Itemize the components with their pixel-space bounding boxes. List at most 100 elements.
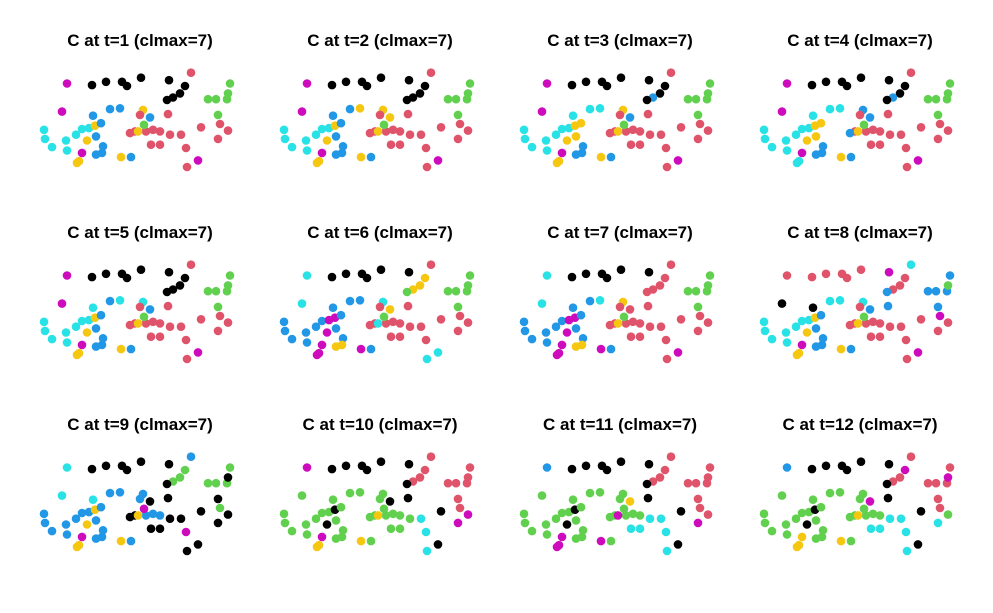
data-point [853,127,863,136]
data-point [381,511,391,520]
data-point [895,473,905,482]
data-point [88,495,98,505]
data-point [865,305,875,314]
data-point [317,532,327,542]
data-point [571,324,581,333]
data-point [148,509,158,519]
data-point [695,503,705,513]
data-point [808,495,818,505]
data-point [811,132,821,141]
data-point [336,118,346,128]
data-point [338,526,348,535]
data-point [186,452,196,462]
data-point [542,463,552,472]
data-point [916,123,926,132]
data-point [567,464,577,474]
data-point [883,301,893,311]
data-point [933,134,943,144]
data-point [571,534,581,543]
data-point [562,520,572,529]
data-point [943,510,953,519]
data-point [203,478,213,488]
data-point [859,312,869,322]
data-point [465,463,475,472]
panel-title: C at t=9 (clmax=7) [67,415,213,434]
data-point [402,95,412,105]
data-point [853,319,863,328]
data-point [62,271,72,280]
data-point [443,94,453,104]
data-point [105,488,115,498]
data-point [139,504,149,514]
data-point [691,286,701,296]
data-point [420,273,430,283]
data-point [868,125,878,135]
data-point [628,509,638,519]
data-point [180,273,190,283]
panel-t11: C at t=11 (clmax=7) [519,415,715,556]
data-point [792,350,802,360]
data-point [455,503,465,513]
data-point [312,542,322,552]
data-point [403,493,413,503]
data-point [322,136,332,145]
data-point [836,536,846,546]
data-point [885,514,895,523]
data-point [902,354,912,364]
data-point [519,509,529,519]
data-point [541,136,551,145]
data-point [302,338,312,347]
panel-t8: C at t=8 (clmax=7) [759,223,955,364]
data-point [116,152,126,162]
data-point [415,281,425,290]
data-point [896,130,906,139]
data-point [853,511,863,520]
data-point [71,130,81,139]
data-point [557,340,567,350]
data-point [403,109,413,119]
data-point [196,507,206,516]
data-point [821,269,831,279]
data-point [101,461,111,471]
data-point [280,134,290,144]
data-point [180,465,190,475]
data-point [656,322,666,332]
data-point [57,299,67,308]
data-point [317,124,327,134]
data-point [655,89,665,98]
data-point [365,320,375,330]
data-point [87,464,97,474]
data-point [842,465,852,475]
data-point [662,162,672,172]
data-point [519,317,529,327]
data-point [213,110,223,120]
panel-t7: C at t=7 (clmax=7) [519,223,715,364]
data-point [182,162,192,172]
data-point [386,140,396,149]
data-point [301,328,311,337]
data-point [760,134,770,144]
data-point [900,81,910,91]
data-point [635,140,645,149]
data-point [463,281,473,290]
data-point [96,502,106,512]
data-point [571,342,581,351]
data-point [443,286,453,296]
data-point [856,73,866,82]
data-point [595,296,605,305]
data-point [542,338,552,347]
data-point [165,130,175,139]
data-point [808,303,818,313]
data-point [356,344,366,354]
data-point [105,104,115,114]
data-point [77,148,87,158]
data-point [767,142,777,152]
data-point [162,95,172,105]
data-point [381,319,391,328]
data-point [365,512,375,522]
data-point [135,302,145,312]
data-point [835,104,845,113]
data-point [405,514,415,523]
data-point [662,546,672,556]
panel-t3: C at t=3 (clmax=7) [519,31,715,172]
